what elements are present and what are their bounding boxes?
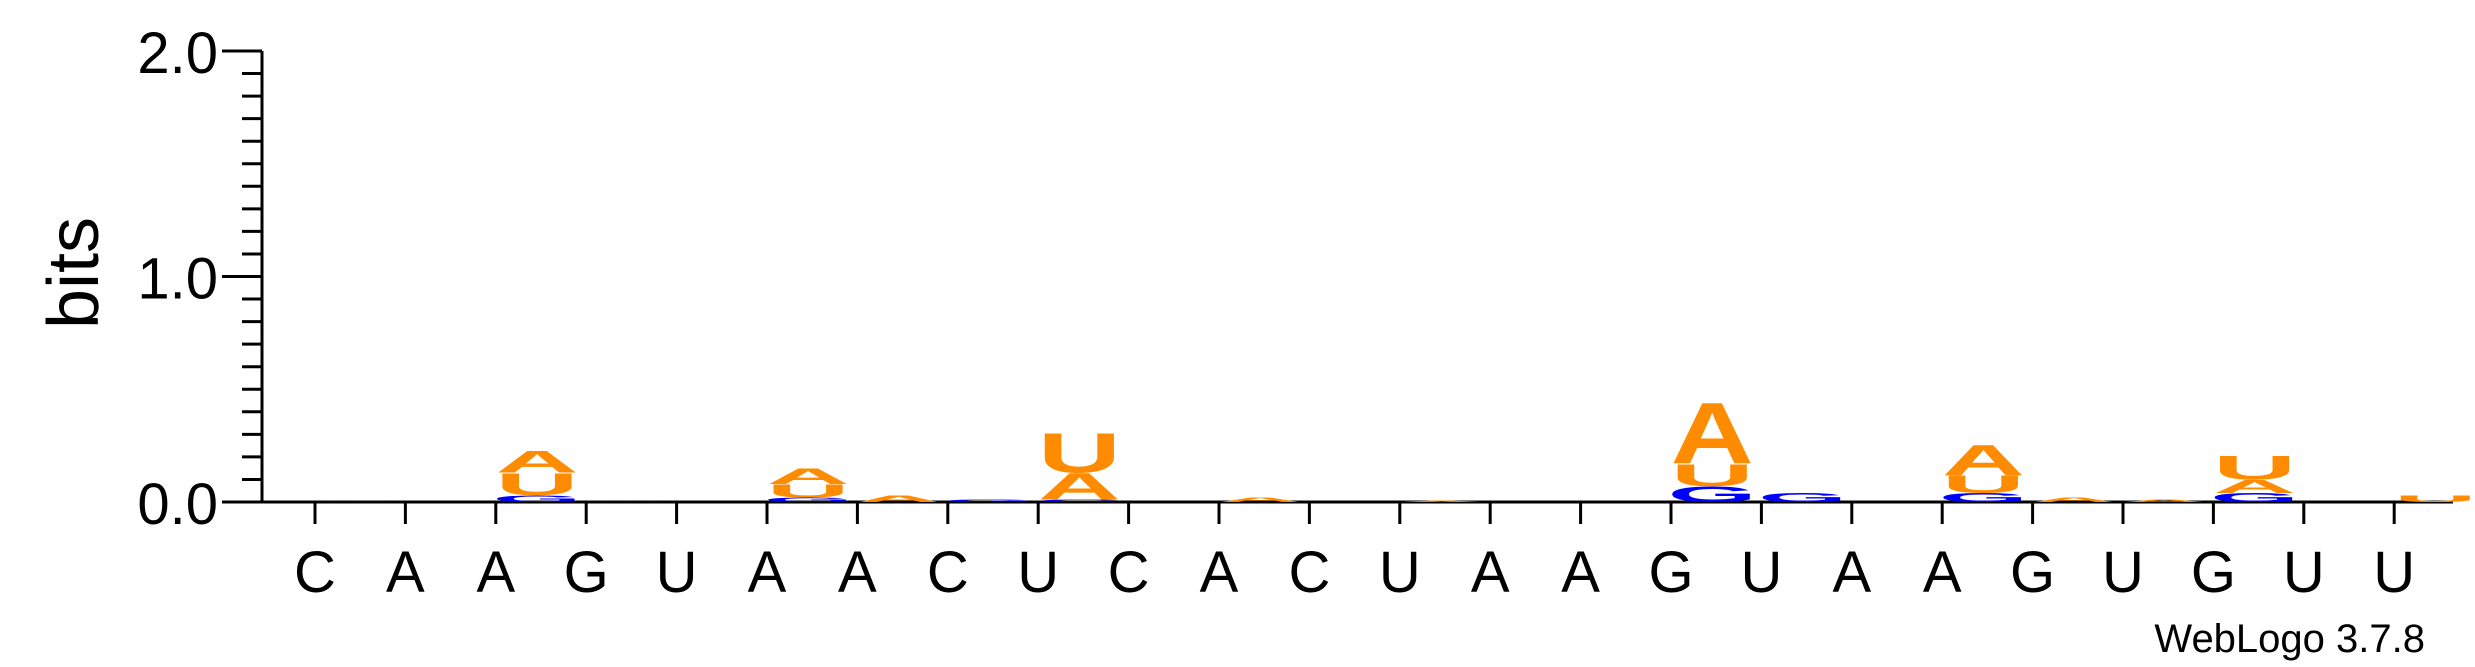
logo-letter-text: A (2213, 476, 2296, 497)
position-label: C (294, 540, 336, 605)
logo-letter-text: A (2123, 499, 2206, 503)
logo-letter-text: A (1671, 384, 1754, 483)
logo-letter-text: G (2210, 491, 2299, 505)
position-label: U (2102, 540, 2144, 605)
logo-letter-U: U (1671, 458, 1754, 493)
position-label: U (1740, 540, 1782, 605)
logo-letter-text: A (1399, 501, 1482, 503)
position-label: U (656, 540, 698, 605)
logo-letter-text: A (1219, 496, 1302, 503)
position-label: A (386, 540, 425, 605)
position-label: U (1379, 540, 1421, 605)
logo-letter-text: A (2032, 496, 2115, 503)
y-tick-label: 0.0 (137, 472, 218, 537)
logo-letter-C: C (315, 501, 398, 502)
logo-letter-A: A (767, 464, 850, 489)
logo-letter-text: G (1667, 482, 1756, 507)
logo-letter-G: G (1667, 482, 1756, 507)
logo-letter-A: A (2213, 476, 2296, 497)
position-label: G (1648, 540, 1693, 605)
position-label: A (748, 540, 787, 605)
logo-letter-text: C (1038, 499, 1121, 503)
position-label: G (564, 540, 609, 605)
logo-letter-U: U (767, 481, 850, 502)
logo-letter-U: U (1942, 470, 2025, 498)
logo-letter-text: G (583, 501, 672, 502)
logo-letter-text: U (2213, 448, 2296, 487)
position-label: U (1017, 540, 1059, 605)
logo-letter-C: C (1038, 499, 1121, 503)
logo-letter-text: U (1671, 458, 1754, 493)
logo-letter-text: A (1942, 436, 2025, 485)
logo-letter-A: A (857, 494, 940, 504)
position-label: U (2373, 540, 2415, 605)
logo-letter-text: G (492, 494, 581, 504)
logo-letter-G: G (763, 496, 852, 503)
logo-letter-G: G (2210, 491, 2299, 505)
logo-letter-text: U (495, 467, 578, 502)
logo-letter-text: G (763, 496, 852, 503)
logo-letter-G: G (1758, 491, 1847, 505)
y-tick-label: 1.0 (137, 247, 218, 312)
logo-letter-text: C (315, 501, 398, 502)
position-label: C (1108, 540, 1150, 605)
logo-letter-U: U (2213, 448, 2296, 487)
logo-letter-G: G (583, 501, 672, 502)
y-tick-label: 2.0 (137, 21, 218, 86)
logo-letter-U: U (2394, 494, 2475, 504)
logo-letter-text: A (1038, 466, 1121, 508)
logo-letter-text: A (767, 464, 850, 489)
logo-letter-text: A (495, 444, 578, 479)
position-label: A (476, 540, 515, 605)
position-label: A (838, 540, 877, 605)
logo-letter-text: U (2394, 494, 2475, 504)
logo-letter-G: G (492, 494, 581, 504)
position-label: A (1471, 540, 1510, 605)
position-label: G (2191, 540, 2236, 605)
logo-letter-U: U (1038, 422, 1121, 485)
position-label: A (1832, 540, 1871, 605)
position-label: A (1923, 540, 1962, 605)
logo-letter-text: A (857, 494, 940, 504)
logo-letter-A: A (2123, 499, 2206, 503)
logo-letter-A: A (495, 444, 578, 479)
logo-letter-text: U (767, 481, 850, 502)
position-label: C (927, 540, 969, 605)
logo-letter-A: A (1219, 496, 1302, 503)
position-label: C (1288, 540, 1330, 605)
logo-letter-A: A (1671, 384, 1754, 483)
position-label: G (2010, 540, 2055, 605)
logo-letter-text: U (1942, 470, 2025, 498)
logo-letter-G: G (944, 499, 1033, 503)
logo-letter-G: G (1939, 491, 2028, 505)
logo-letter-A: A (1038, 466, 1121, 508)
logo-letter-text: G (944, 499, 1033, 503)
logo-letter-text: U (1038, 422, 1121, 485)
logo-letter-U: U (495, 467, 578, 502)
credit-label: WebLogo 3.7.8 (2154, 617, 2425, 661)
logo-letter-A: A (1399, 501, 1482, 503)
logo-letter-A: A (1942, 436, 2025, 485)
position-label: U (2283, 540, 2325, 605)
logo-letter-text: G (1939, 491, 2028, 505)
position-label: A (1200, 540, 1239, 605)
y-axis-label: bits (34, 217, 114, 329)
logo-letter-A: A (2032, 496, 2115, 503)
position-label: A (1561, 540, 1600, 605)
logo-letter-text: G (1758, 491, 1847, 505)
